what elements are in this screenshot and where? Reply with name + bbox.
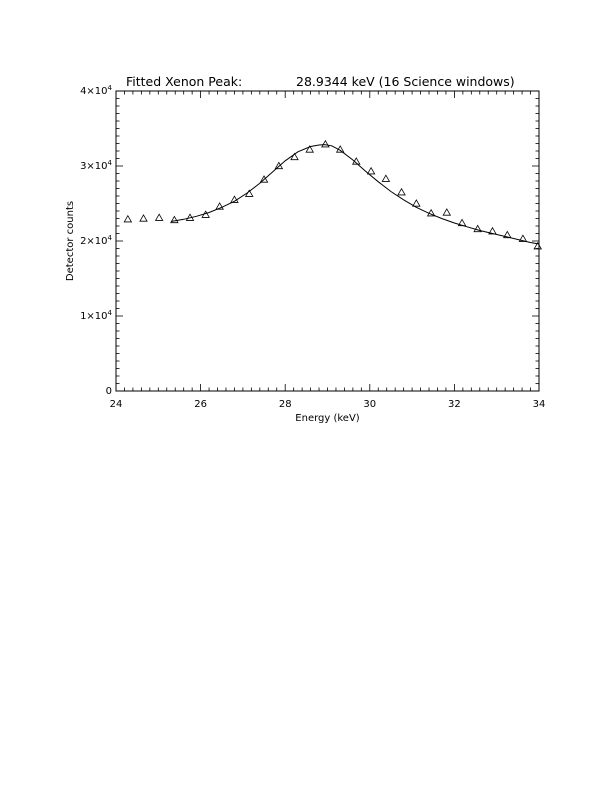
- data-point-triangle: [473, 224, 482, 233]
- y-axis-label: Detector counts: [65, 201, 76, 281]
- data-point-triangle: [123, 214, 133, 223]
- data-point-triangle: [215, 202, 224, 210]
- y-tick-label: 3×104: [80, 159, 112, 172]
- x-tick-label: 30: [363, 399, 376, 410]
- data-point-triangle: [274, 161, 284, 170]
- chart-title-left: Fitted Xenon Peak:: [126, 74, 242, 89]
- y-tick-label: 0: [106, 386, 112, 397]
- data-point-triangle: [457, 218, 467, 227]
- y-tick-label: 4×104: [80, 84, 112, 97]
- data-point-triangle: [533, 241, 543, 250]
- data-point-triangle: [170, 215, 179, 224]
- data-point-triangle: [139, 214, 148, 222]
- x-tick-label: 26: [194, 399, 207, 410]
- data-point-triangle: [321, 139, 330, 148]
- data-point-triangle: [335, 145, 345, 153]
- axis-ticks: [115, 90, 540, 392]
- data-point-triangle: [488, 226, 497, 235]
- chart-title-right: 28.9344 keV (16 Science windows): [296, 74, 515, 89]
- data-point-triangle: [351, 157, 361, 165]
- data-point-triangle: [185, 213, 195, 221]
- data-point-triangle: [305, 145, 315, 153]
- data-point-triangle: [290, 152, 299, 161]
- data-point-triangle: [442, 208, 452, 216]
- y-tick-label: 1×104: [80, 309, 112, 322]
- data-point-triangle: [426, 208, 436, 217]
- plot-frame: [115, 90, 540, 392]
- x-tick-label: 24: [110, 399, 123, 410]
- data-point-triangle: [397, 187, 406, 196]
- data-point-triangle: [230, 195, 239, 203]
- data-point-triangle: [502, 230, 512, 239]
- data-point-triangle: [154, 213, 164, 221]
- data-point-triangle: [366, 166, 376, 175]
- data-point-triangle: [201, 210, 210, 218]
- data-point-triangle: [412, 199, 421, 207]
- x-tick-label: 32: [448, 399, 461, 410]
- data-points: [123, 139, 543, 250]
- y-tick-label: 2×104: [80, 234, 112, 247]
- x-tick-label: 34: [533, 399, 546, 410]
- x-tick-label: 28: [279, 399, 292, 410]
- x-axis-label: Energy (keV): [295, 413, 360, 424]
- data-point-triangle: [244, 189, 254, 197]
- data-point-triangle: [381, 174, 391, 182]
- data-point-triangle: [518, 234, 528, 242]
- axis-tick-labels: 24 26 28 30 32 34 0 1×104 2×104 3×104 4×104: [80, 84, 545, 410]
- chart-title: Fitted Xenon Peak: 28.9344 keV (16 Scien…: [126, 74, 515, 89]
- data-point-triangle: [259, 175, 269, 183]
